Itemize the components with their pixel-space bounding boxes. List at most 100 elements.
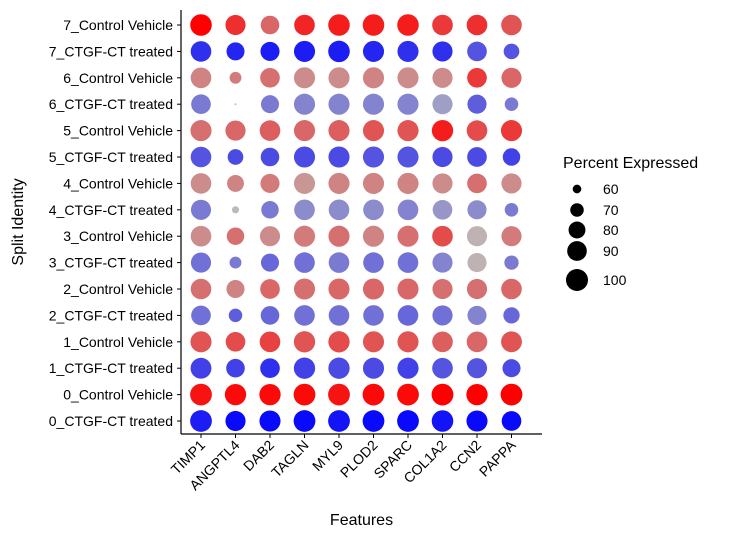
dot-2-7 — [432, 67, 453, 88]
dot-15-9 — [501, 411, 522, 431]
dot-5-7 — [432, 146, 453, 168]
dot-7-9 — [504, 203, 519, 217]
dot-11-3 — [294, 305, 315, 326]
dot-0-4 — [328, 14, 350, 36]
y-tick-label: 6_CTGF-CT treated — [49, 96, 173, 112]
y-tick-label: 1_CTGF-CT treated — [49, 360, 173, 376]
dot-5-4 — [328, 146, 350, 168]
dot-14-3 — [293, 383, 316, 406]
dot-1-3 — [293, 40, 316, 62]
dot-15-1 — [225, 410, 246, 432]
dot-3-0 — [191, 94, 211, 115]
dot-0-1 — [225, 14, 246, 36]
dot-0-2 — [260, 15, 280, 35]
dot-15-5 — [362, 410, 385, 432]
dot-14-1 — [224, 383, 247, 406]
dot-2-5 — [362, 67, 385, 89]
dot-12-4 — [328, 331, 350, 353]
dot-6-9 — [501, 173, 522, 194]
dot-6-3 — [293, 172, 316, 194]
dot-8-6 — [397, 225, 419, 247]
dot-2-2 — [260, 67, 280, 88]
dot-4-5 — [362, 120, 385, 142]
size-legend: 60 70 80 90 100 — [566, 181, 627, 291]
dot-10-5 — [362, 278, 385, 300]
dot-11-9 — [503, 307, 520, 324]
dot-3-4 — [328, 93, 350, 115]
dot-12-9 — [501, 331, 522, 353]
dot-2-0 — [190, 67, 212, 89]
dot-4-1 — [225, 120, 246, 141]
dot-3-6 — [397, 93, 419, 115]
dot-9-9 — [504, 255, 519, 270]
dot-13-6 — [397, 357, 419, 379]
dot-14-5 — [362, 383, 385, 406]
dot-15-4 — [328, 410, 350, 432]
dot-7-2 — [261, 201, 279, 219]
dot-11-7 — [432, 305, 453, 326]
dot-11-4 — [328, 305, 350, 326]
legend-dot-70 — [570, 203, 584, 217]
dot-1-6 — [397, 40, 419, 62]
dot-7-4 — [328, 199, 350, 221]
dot-10-0 — [190, 278, 212, 300]
dot-10-4 — [328, 278, 350, 300]
dot-6-2 — [260, 173, 280, 193]
dot-13-3 — [293, 357, 316, 379]
dot-15-3 — [293, 410, 316, 432]
dot-11-1 — [228, 308, 243, 323]
dot-0-9 — [501, 14, 522, 36]
dot-10-9 — [501, 278, 522, 300]
dot-6-7 — [432, 173, 453, 194]
x-tick-label: PAPPA — [476, 436, 519, 479]
dot-5-9 — [502, 148, 521, 166]
dot-15-0 — [190, 410, 212, 432]
dot-11-8 — [467, 305, 487, 325]
dot-3-3 — [293, 93, 316, 115]
dot-11-5 — [363, 305, 384, 326]
y-axis-ticks: 7_Control Vehicle 7_CTGF-CT treated 6_Cont… — [49, 17, 181, 429]
dot-15-8 — [466, 410, 488, 432]
y-tick-label: 6_Control Vehicle — [63, 70, 173, 86]
dot-0-0 — [190, 14, 212, 36]
dot-5-1 — [227, 149, 244, 165]
dot-3-9 — [504, 97, 519, 111]
dot-6-6 — [397, 172, 419, 194]
dot-14-4 — [328, 383, 350, 406]
dot-5-6 — [397, 146, 419, 168]
dot-6-8 — [467, 173, 487, 194]
y-tick-label: 5_Control Vehicle — [63, 123, 173, 139]
dot-5-3 — [293, 146, 316, 168]
dot-4-0 — [190, 120, 212, 142]
dot-8-3 — [293, 225, 316, 247]
dot-13-1 — [226, 358, 245, 378]
dot-1-5 — [362, 40, 385, 62]
dot-10-3 — [293, 278, 316, 300]
x-tick-label: TAGLN — [268, 437, 312, 481]
dot-15-2 — [259, 410, 281, 432]
dot-14-0 — [190, 383, 212, 406]
dot-0-3 — [294, 14, 315, 36]
dot-5-0 — [190, 146, 212, 168]
y-tick-label: 3_CTGF-CT treated — [49, 255, 173, 271]
dot-8-2 — [259, 226, 281, 247]
dot-1-8 — [467, 41, 487, 62]
y-tick-label: 2_CTGF-CT treated — [49, 307, 173, 323]
dot-14-2 — [259, 383, 281, 406]
dot-5-2 — [260, 147, 280, 167]
dot-4-6 — [397, 120, 419, 142]
dot-7-8 — [467, 200, 487, 220]
dot-9-7 — [432, 252, 453, 273]
dot-5-8 — [467, 147, 487, 167]
plot-area — [190, 14, 523, 432]
legend-label: 60 — [603, 181, 619, 197]
dot-0-8 — [466, 14, 488, 36]
dot-4-2 — [259, 120, 281, 141]
dot-0-5 — [362, 14, 385, 36]
legend-dot-100 — [566, 269, 588, 291]
dot-4-3 — [293, 120, 316, 142]
dot-2-8 — [467, 67, 487, 88]
dot-4-4 — [328, 120, 350, 142]
